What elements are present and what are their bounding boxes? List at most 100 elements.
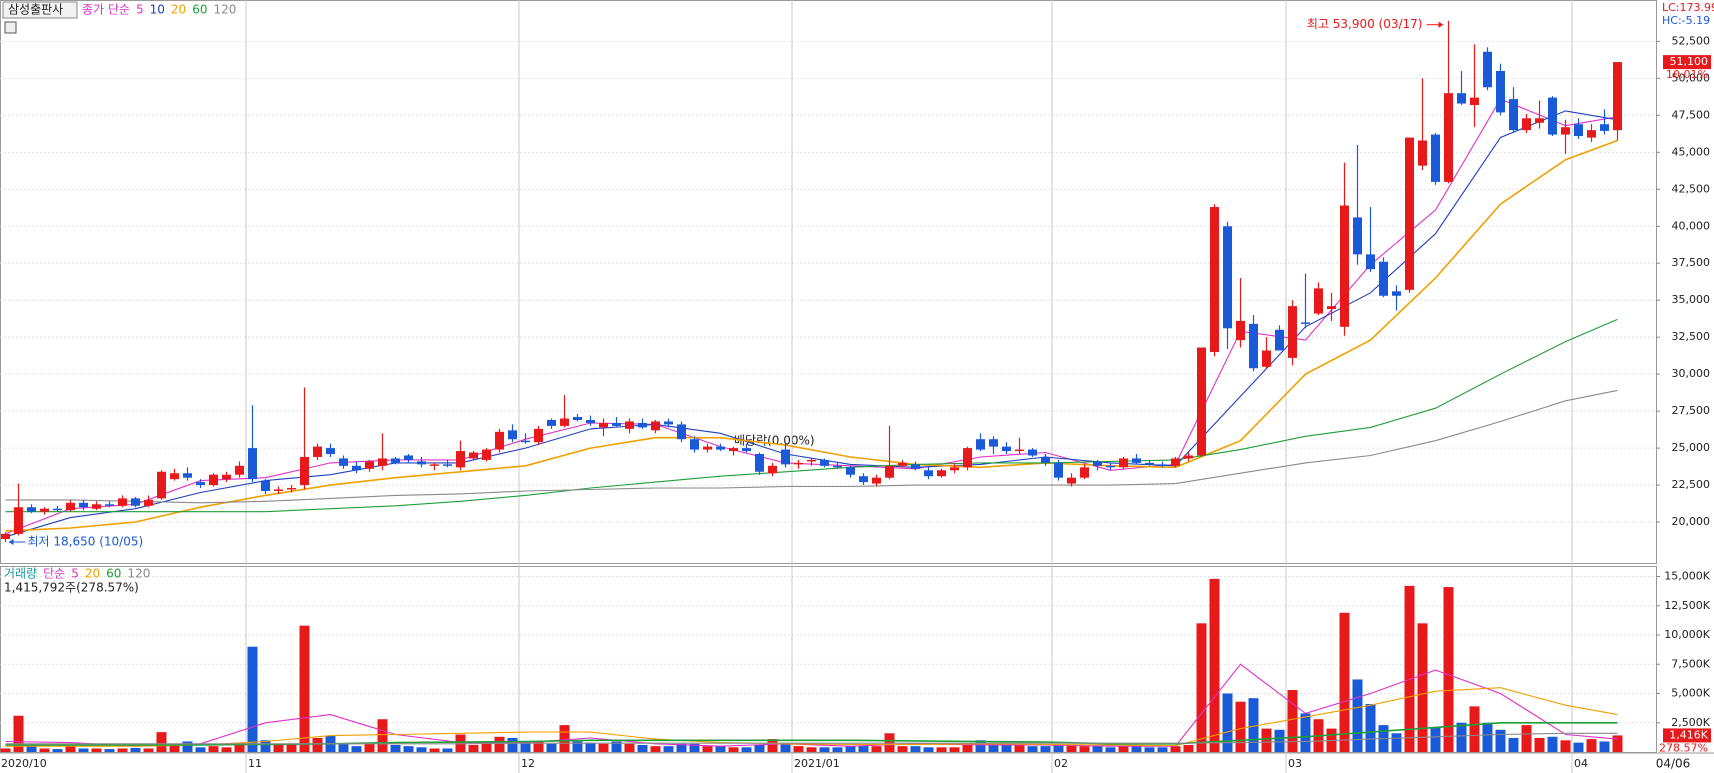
volume-bar bbox=[1586, 739, 1597, 752]
candle-body bbox=[53, 508, 62, 511]
candle-body bbox=[1028, 449, 1037, 456]
legend-entry: 60 bbox=[106, 567, 121, 581]
last-volume-box bbox=[1663, 728, 1711, 743]
stock-name-box[interactable] bbox=[2, 1, 78, 19]
volume-bar bbox=[1365, 704, 1376, 752]
volume-bar bbox=[104, 749, 115, 752]
candle-body bbox=[989, 439, 998, 447]
volume-bar bbox=[598, 743, 609, 752]
volume-bar bbox=[1235, 701, 1246, 752]
legend-title: 거래량 bbox=[4, 567, 37, 581]
last-price-box bbox=[1663, 55, 1711, 70]
volume-bar bbox=[546, 743, 557, 752]
candle-body bbox=[430, 464, 439, 466]
volume-bar bbox=[182, 741, 193, 752]
candle-body bbox=[547, 419, 556, 426]
change-label: 10.01% bbox=[1666, 68, 1708, 81]
volume-bar bbox=[806, 747, 817, 752]
candle-body bbox=[144, 499, 153, 506]
candle-body bbox=[1210, 207, 1219, 352]
volume-bar bbox=[91, 748, 102, 752]
candle-body bbox=[924, 470, 933, 477]
low-arrowhead bbox=[8, 539, 14, 546]
legend-entry: 20 bbox=[85, 567, 100, 581]
candle-body bbox=[625, 421, 634, 429]
volume-bar bbox=[1144, 747, 1155, 752]
volume-bar bbox=[1001, 744, 1012, 752]
volume-bar bbox=[1300, 713, 1311, 752]
y-tick-label: 45,000 bbox=[1672, 145, 1711, 158]
candle-body bbox=[1431, 134, 1440, 182]
candle-body bbox=[1184, 455, 1193, 459]
candle-body bbox=[352, 465, 361, 471]
candle-body bbox=[1093, 461, 1102, 466]
legend-entry: 5 bbox=[71, 567, 79, 581]
volume-bar bbox=[728, 747, 739, 752]
candle-body bbox=[586, 419, 595, 423]
volume-bar bbox=[507, 737, 518, 752]
candle-body bbox=[1288, 306, 1297, 358]
y-tick-label: 47,500 bbox=[1672, 108, 1711, 121]
candle-body bbox=[1587, 130, 1596, 138]
volume-bar bbox=[455, 734, 466, 752]
stock-name[interactable]: 삼성출판사 bbox=[8, 3, 63, 17]
candle-body bbox=[703, 446, 712, 450]
y-tick-label: 15,000K bbox=[1664, 570, 1710, 583]
candle-body bbox=[1, 533, 10, 540]
volume-bar bbox=[1430, 727, 1441, 752]
x-tick-label: 04 bbox=[1574, 757, 1588, 770]
candle-body bbox=[963, 448, 972, 468]
candle-body bbox=[79, 502, 88, 508]
y-tick-label: 52,500 bbox=[1672, 34, 1711, 47]
candle-body bbox=[755, 454, 764, 472]
moving-average-line bbox=[5, 389, 1618, 504]
candle-body bbox=[950, 467, 959, 471]
candle-body bbox=[131, 498, 140, 506]
volume-bar bbox=[845, 746, 856, 752]
candle-body bbox=[534, 428, 543, 443]
candle-body bbox=[833, 465, 842, 468]
legend-entry: 20 bbox=[171, 3, 186, 17]
candle-body bbox=[1275, 329, 1284, 351]
candle-body bbox=[378, 458, 387, 466]
volume-bar bbox=[65, 746, 76, 752]
moving-average-line bbox=[5, 98, 1618, 535]
volume-bar bbox=[351, 746, 362, 752]
volume-bar bbox=[533, 741, 544, 752]
volume-bar bbox=[1508, 737, 1519, 752]
candle-body bbox=[1574, 124, 1583, 137]
volume-bar bbox=[117, 748, 128, 752]
last-volume-label: 1,416K bbox=[1669, 728, 1708, 741]
volume-bar bbox=[403, 746, 414, 752]
volume-bar bbox=[143, 748, 154, 752]
y-tick-label: 22,500 bbox=[1672, 478, 1711, 491]
candle-body bbox=[209, 474, 218, 486]
volume-bar bbox=[884, 733, 895, 752]
y-tick-label: 40,000 bbox=[1672, 219, 1711, 232]
candle-body bbox=[573, 417, 582, 420]
candle-body bbox=[443, 464, 452, 466]
settings-icon[interactable] bbox=[4, 21, 17, 34]
candle-body bbox=[105, 504, 114, 506]
volume-bar bbox=[1391, 733, 1402, 752]
volume-bar bbox=[923, 747, 934, 752]
candle-body bbox=[183, 473, 192, 478]
candle-body bbox=[1548, 97, 1557, 135]
volume-bar bbox=[0, 748, 11, 752]
volume-bar bbox=[416, 747, 427, 752]
candle-body bbox=[1600, 124, 1609, 131]
candle-body bbox=[820, 459, 829, 466]
candle-body bbox=[690, 439, 699, 450]
volume-bar bbox=[910, 746, 921, 752]
candle-body bbox=[1327, 306, 1336, 310]
candle-body bbox=[1132, 458, 1141, 463]
volume-bar bbox=[858, 746, 869, 752]
candle-body bbox=[391, 458, 400, 463]
candle-body bbox=[976, 439, 985, 450]
price-panel bbox=[0, 0, 1657, 564]
current-date: 04/06 bbox=[1656, 757, 1691, 771]
volume-bar bbox=[39, 748, 50, 752]
candle-body bbox=[469, 452, 478, 459]
candle-body bbox=[677, 424, 686, 440]
